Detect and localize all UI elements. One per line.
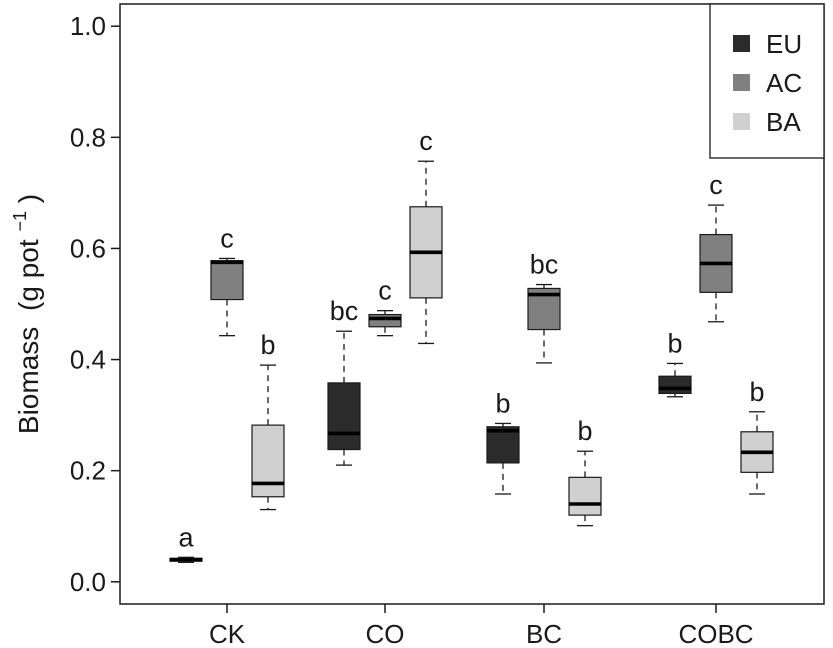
y-axis-title: Biomass (g pot −1 ) bbox=[1, 194, 44, 434]
box-ba-cobc bbox=[740, 411, 774, 495]
legend-swatch-ba bbox=[733, 113, 750, 130]
y-tick-label: 1.0 bbox=[70, 11, 106, 41]
y-axis-title-main: Biomass bbox=[13, 327, 44, 434]
significance-letter: b bbox=[495, 388, 510, 418]
y-tick-label: 0.0 bbox=[70, 567, 106, 597]
plot-frame bbox=[119, 3, 825, 605]
significance-letter: c bbox=[220, 223, 234, 253]
y-axis-title-unit-close: ) bbox=[13, 194, 44, 203]
x-tick-label: BC bbox=[526, 619, 562, 648]
box-eu-co bbox=[327, 330, 361, 466]
significance-letter: c bbox=[419, 126, 433, 156]
iqr-box bbox=[210, 260, 244, 301]
box-ac-co bbox=[368, 310, 402, 337]
box-ac-ck bbox=[210, 257, 244, 337]
y-tick-label: 0.2 bbox=[70, 456, 106, 486]
significance-letter: c bbox=[378, 276, 392, 306]
significance-letter: bc bbox=[530, 250, 559, 280]
y-axis-title-unit: (g pot bbox=[13, 239, 44, 311]
significance-letter: a bbox=[178, 522, 194, 552]
series-ba bbox=[251, 160, 774, 527]
iqr-box bbox=[368, 313, 402, 328]
box-eu-ck bbox=[169, 556, 203, 563]
significance-letter: b bbox=[667, 328, 682, 358]
iqr-box bbox=[486, 426, 520, 464]
box-eu-bc bbox=[486, 422, 520, 495]
x-axis: CK CO BC COBC bbox=[209, 604, 754, 648]
box-ac-cobc bbox=[699, 204, 733, 323]
box-ac-bc bbox=[527, 283, 561, 364]
iqr-box bbox=[568, 476, 602, 516]
y-axis: 0.0 0.2 0.4 0.6 0.8 1.0 bbox=[70, 11, 120, 597]
legend: EU AC BA bbox=[709, 3, 825, 159]
significance-letter: bc bbox=[330, 296, 359, 326]
box-ba-bc bbox=[568, 450, 602, 527]
legend-label-ac: AC bbox=[766, 68, 802, 98]
y-tick-label: 0.6 bbox=[70, 233, 106, 263]
legend-label-ba: BA bbox=[766, 107, 801, 137]
significance-letter: b bbox=[749, 377, 764, 407]
iqr-box bbox=[658, 375, 692, 395]
legend-swatch-ac bbox=[733, 74, 750, 91]
significance-letter: c bbox=[709, 170, 723, 200]
legend-swatch-eu bbox=[733, 35, 750, 52]
x-tick-label: CK bbox=[209, 619, 246, 648]
x-tick-label: COBC bbox=[678, 619, 753, 648]
significance-letter: b bbox=[260, 330, 275, 360]
box-eu-cobc bbox=[658, 362, 692, 398]
y-tick-label: 0.4 bbox=[70, 345, 106, 375]
legend-frame bbox=[709, 3, 825, 159]
series-eu bbox=[169, 330, 692, 563]
box-ba-ck bbox=[251, 364, 285, 511]
series-ac bbox=[210, 204, 733, 364]
iqr-box bbox=[327, 382, 361, 451]
x-tick-label: CO bbox=[366, 619, 405, 648]
y-tick-label: 0.8 bbox=[70, 122, 106, 152]
iqr-box bbox=[251, 424, 285, 498]
boxplot-series bbox=[169, 160, 774, 563]
significance-letter: b bbox=[577, 416, 592, 446]
y-axis-title-unit-exponent: −1 bbox=[10, 211, 30, 232]
legend-label-eu: EU bbox=[766, 29, 802, 59]
box-ba-co bbox=[409, 160, 443, 345]
